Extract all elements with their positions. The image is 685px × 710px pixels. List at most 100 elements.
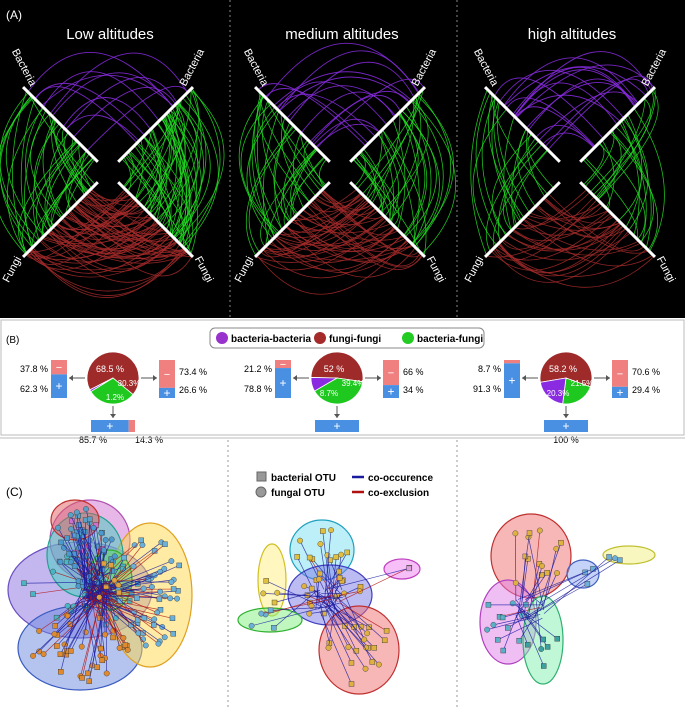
fungi-fungi-link: [292, 218, 410, 263]
bacteria-fungi-link: [173, 101, 211, 238]
fungal-otu-node: [317, 541, 324, 547]
fungi-fungi-link: [308, 193, 362, 213]
fungal-otu-node: [40, 651, 47, 658]
bacteria-fungi-link: [49, 132, 69, 217]
pie-slice-bb: [310, 377, 339, 392]
bacteria-fungi-link: [265, 148, 318, 247]
bacteria-fungi-link: [256, 94, 275, 238]
bacterial-otu-node: [116, 589, 122, 596]
fungi-fungi-link: [75, 204, 181, 261]
fungi-fungi-link: [321, 189, 422, 258]
pie-group-1: 68.5 %30.3%1.2%−+37.8 %62.3 %−+73.4 %26.…: [20, 351, 207, 445]
fungal-otu-node: [362, 665, 369, 672]
co-occurence-edge: [517, 568, 594, 600]
co-occurence-edge: [94, 539, 113, 580]
fungi-fungi-link: [46, 226, 164, 255]
altitude-title: high altitudes: [528, 26, 616, 43]
arrow-head: [153, 375, 157, 381]
fungal-otu-node: [102, 537, 109, 543]
co-occurence-edge: [92, 592, 161, 642]
co-occurence-edge: [519, 609, 558, 639]
panel-label-a: (A): [6, 8, 22, 22]
bacterial-otu-node: [162, 541, 168, 547]
fungal-otu-node: [341, 590, 348, 597]
co-occurence-edge: [502, 610, 525, 618]
fungi-fungi-link: [501, 196, 595, 250]
co-occurence-edge: [76, 512, 85, 579]
pie-group-2: 52 %39.4%8.7%−+21.2 %78.8 %−+66 %34 %+: [244, 351, 424, 433]
fungal-otu-node: [68, 559, 74, 566]
bacteria-bacteria-link: [315, 78, 425, 149]
hive-axis: [117, 181, 195, 259]
co-occurence-edge: [487, 616, 537, 630]
fungal-otu-node: [554, 570, 560, 576]
bacteria-bacteria-link: [288, 61, 415, 122]
pie-slice-bb: [89, 377, 114, 393]
bacterial-otu-node: [505, 625, 511, 631]
bacterial-otu-node: [156, 596, 163, 602]
fungal-otu-node: [167, 595, 174, 602]
panel-label-b: (B): [6, 335, 19, 346]
fungi-fungi-link: [319, 191, 377, 216]
bacteria-fungi-link: [382, 129, 415, 247]
fungi-fungi-link: [312, 199, 421, 267]
legend-label: bacteria-fungi: [417, 334, 483, 345]
fungal-otu-node: [51, 631, 58, 638]
fungi-fungi-link: [322, 189, 373, 211]
bar-fungi-fungi: −+: [159, 360, 175, 400]
bacterial-otu-node: [86, 516, 93, 523]
bacterial-otu-node: [554, 635, 560, 642]
fungi-fungi-link: [535, 205, 621, 229]
fungal-otu-node: [297, 537, 303, 544]
co-occurence-edge: [319, 610, 352, 685]
co-occurence-edge: [517, 606, 545, 667]
bacteria-bacteria-link: [544, 78, 649, 148]
fungi-fungi-link: [548, 193, 645, 252]
bacterial-otu-node: [617, 557, 623, 563]
bacteria-fungi-link: [410, 100, 444, 247]
hive-axis: [117, 85, 195, 163]
fungi-fungi-link: [74, 204, 171, 242]
right-pos-label: 29.4 %: [632, 385, 660, 395]
fungal-otu-node: [361, 636, 368, 643]
fungi-fungi-link: [290, 221, 392, 234]
fungi-fungi-link: [512, 228, 642, 256]
fungi-fungi-link: [502, 232, 631, 261]
bacteria-fungi-link: [134, 114, 167, 200]
fungal-otu-node: [64, 613, 71, 619]
positive-segment: [91, 420, 129, 432]
co-occurence-edge: [273, 590, 317, 628]
minus-sign: −: [56, 362, 62, 374]
bacterial-otu-node: [538, 572, 545, 578]
bacteria-fungi-link: [503, 116, 515, 231]
network-3: [479, 513, 656, 685]
arrow-head: [522, 375, 526, 381]
fungal-otu-node: [73, 509, 80, 516]
bacteria-fungi-link: [25, 106, 49, 232]
plus-sign: +: [279, 376, 286, 390]
pie-label-bb: 8.7%: [320, 389, 338, 398]
bacterial-otu-node: [86, 678, 92, 684]
bacteria-fungi-link: [248, 128, 297, 253]
bacteria-bacteria-link: [312, 118, 380, 146]
left-pos-label: 78.8 %: [244, 384, 272, 394]
bacterial-otu-node: [366, 624, 372, 631]
fungal-otu-node: [345, 644, 352, 651]
fungi-fungi-link: [49, 229, 175, 272]
bacteria-fungi-link: [380, 98, 429, 213]
bacteria-fungi-link: [283, 156, 326, 227]
co-exclusion-edge: [43, 594, 106, 655]
pie-label-bb: 20.3%: [547, 389, 570, 398]
fungal-otu-node: [248, 622, 255, 629]
plus-sign: +: [106, 419, 113, 433]
plus-sign: +: [163, 386, 170, 400]
positive-segment: [51, 374, 67, 398]
fungal-otu-node: [301, 583, 308, 590]
bacterial-otu-node: [70, 532, 77, 539]
arrow-head: [69, 375, 73, 381]
co-occurence-edge: [97, 589, 120, 593]
bacterial-otu-node: [58, 669, 64, 675]
